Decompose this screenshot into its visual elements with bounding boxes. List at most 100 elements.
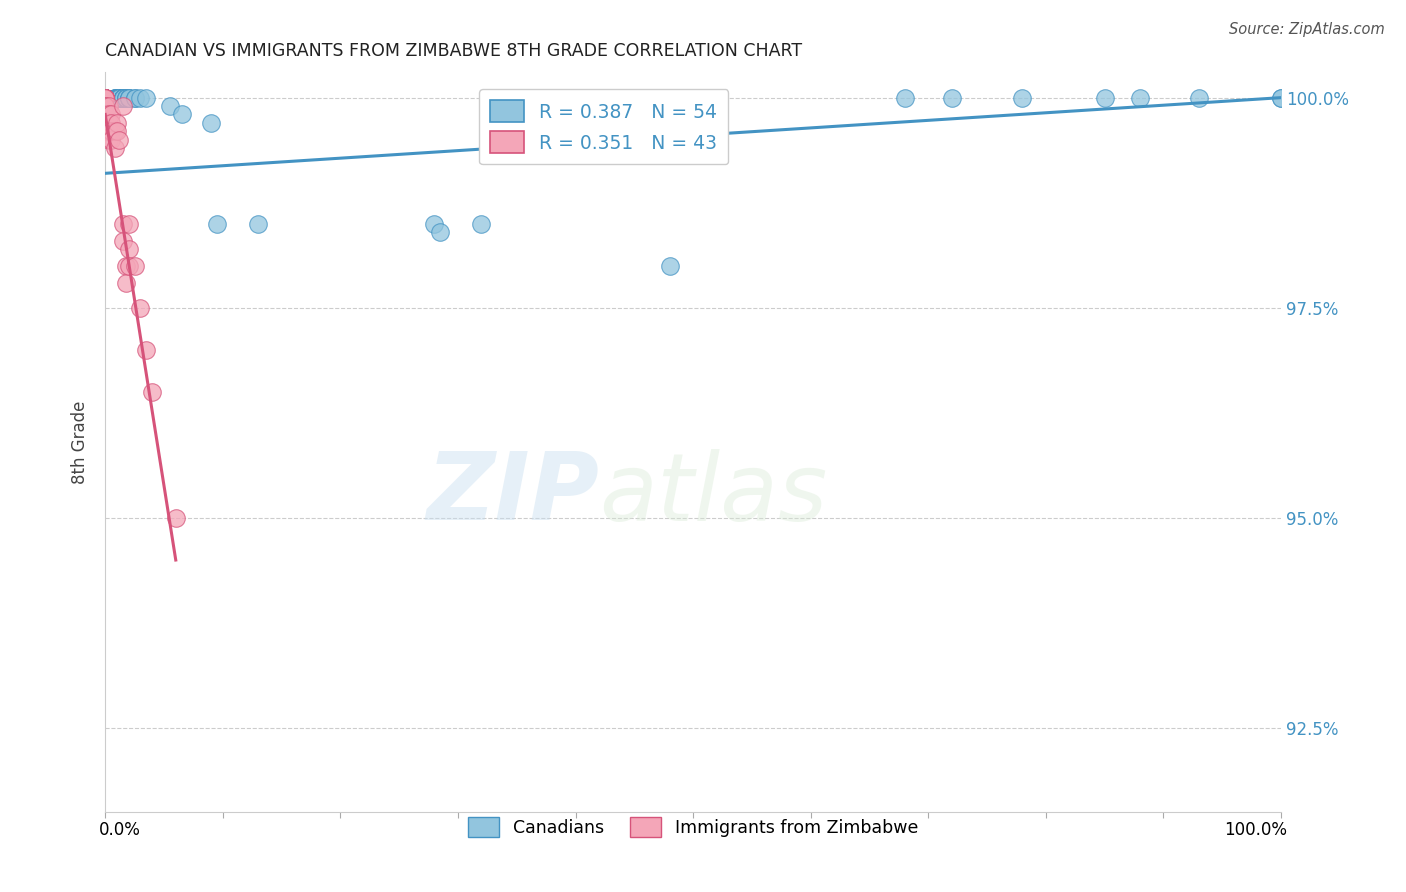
Point <box>104 141 127 155</box>
Point <box>94 107 117 121</box>
Point <box>423 217 446 231</box>
Point <box>124 259 146 273</box>
Point <box>1270 90 1292 104</box>
Point <box>100 133 122 147</box>
Text: atlas: atlas <box>599 449 827 540</box>
Point <box>108 90 131 104</box>
Text: 100.0%: 100.0% <box>1223 821 1286 838</box>
Point <box>165 511 187 525</box>
Point <box>94 90 117 104</box>
Point <box>111 90 134 104</box>
Point <box>94 90 117 104</box>
Point <box>97 99 120 113</box>
Point <box>111 234 134 248</box>
Point <box>105 90 128 104</box>
Point <box>100 116 122 130</box>
Point <box>115 90 138 104</box>
Point <box>200 116 222 130</box>
Point <box>94 90 117 104</box>
Point <box>94 90 117 104</box>
Point <box>108 90 131 104</box>
Point <box>94 99 117 113</box>
Point <box>94 90 117 104</box>
Point <box>94 90 117 104</box>
Point <box>129 301 152 315</box>
Point <box>111 90 134 104</box>
Point <box>135 343 157 357</box>
Point <box>94 90 117 104</box>
Point <box>247 217 270 231</box>
Point <box>94 90 117 104</box>
Point <box>94 90 117 104</box>
Point <box>111 90 134 104</box>
Point <box>105 116 128 130</box>
Point <box>94 90 117 104</box>
Point <box>893 90 915 104</box>
Point <box>118 259 141 273</box>
Point <box>104 90 127 104</box>
Point <box>100 107 122 121</box>
Point <box>170 107 193 121</box>
Point <box>94 116 117 130</box>
Point <box>108 90 131 104</box>
Point <box>108 133 131 147</box>
Point <box>118 90 141 104</box>
Point <box>129 90 152 104</box>
Point <box>115 90 138 104</box>
Point <box>1129 90 1152 104</box>
Point <box>111 217 134 231</box>
Text: CANADIAN VS IMMIGRANTS FROM ZIMBABWE 8TH GRADE CORRELATION CHART: CANADIAN VS IMMIGRANTS FROM ZIMBABWE 8TH… <box>105 42 803 60</box>
Point <box>108 90 131 104</box>
Y-axis label: 8th Grade: 8th Grade <box>72 401 89 484</box>
Point <box>429 225 451 239</box>
Point <box>141 384 163 399</box>
Point <box>124 90 146 104</box>
Point <box>124 90 146 104</box>
Point <box>97 116 120 130</box>
Point <box>118 217 141 231</box>
Point <box>135 90 157 104</box>
Point <box>94 90 117 104</box>
Point <box>97 124 120 138</box>
Point <box>1094 90 1116 104</box>
Point <box>159 99 181 113</box>
Point <box>111 90 134 104</box>
Point <box>941 90 963 104</box>
Text: 0.0%: 0.0% <box>100 821 141 838</box>
Point <box>94 107 117 121</box>
Point <box>115 259 138 273</box>
Point <box>104 90 127 104</box>
Point <box>97 133 120 147</box>
Point <box>105 90 128 104</box>
Point <box>118 90 141 104</box>
Point <box>111 90 134 104</box>
Point <box>111 90 134 104</box>
Point <box>100 124 122 138</box>
Point <box>105 90 128 104</box>
Legend: Canadians, Immigrants from Zimbabwe: Canadians, Immigrants from Zimbabwe <box>461 810 925 844</box>
Point <box>470 217 492 231</box>
Text: ZIP: ZIP <box>426 448 599 541</box>
Point <box>104 90 127 104</box>
Point <box>111 90 134 104</box>
Point <box>94 99 117 113</box>
Point <box>94 90 117 104</box>
Point <box>97 107 120 121</box>
Point <box>658 259 681 273</box>
Point <box>108 90 131 104</box>
Point <box>1188 90 1211 104</box>
Point <box>205 217 228 231</box>
Point <box>118 242 141 256</box>
Point <box>118 90 141 104</box>
Point <box>115 276 138 290</box>
Point <box>1011 90 1033 104</box>
Point <box>94 90 117 104</box>
Point <box>94 124 117 138</box>
Point <box>1270 90 1292 104</box>
Point <box>94 90 117 104</box>
Point <box>105 124 128 138</box>
Point <box>94 90 117 104</box>
Point <box>111 99 134 113</box>
Point <box>104 124 127 138</box>
Point <box>94 90 117 104</box>
